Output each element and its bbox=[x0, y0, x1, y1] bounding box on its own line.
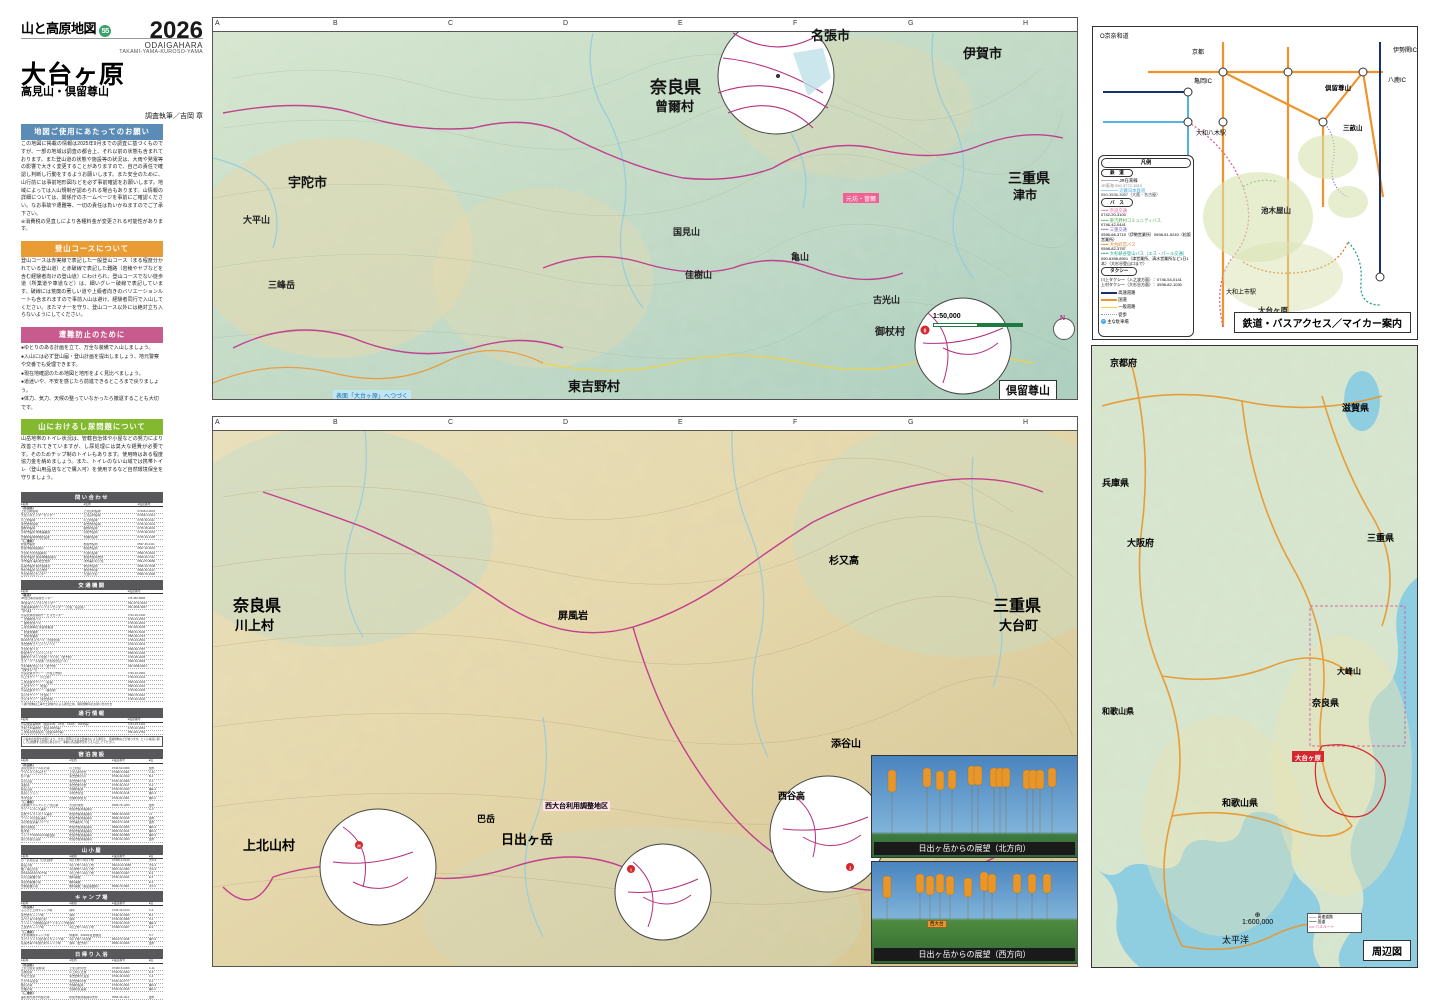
svg-text:0: 0 bbox=[924, 329, 927, 335]
svg-text:H: H bbox=[357, 843, 360, 848]
svg-text:I: I bbox=[630, 867, 631, 872]
